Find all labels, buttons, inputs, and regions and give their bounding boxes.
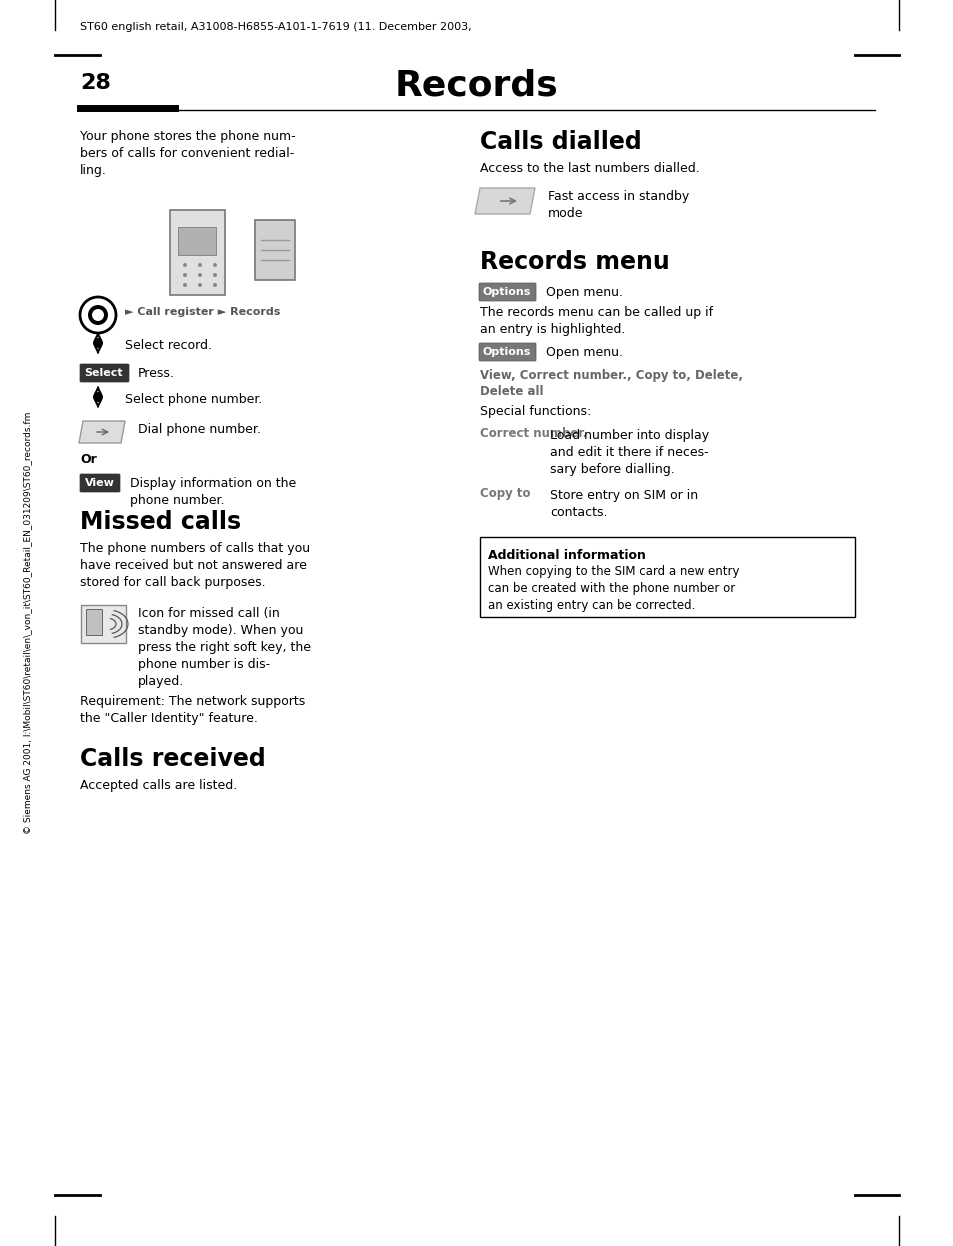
Bar <box>178 227 215 255</box>
Circle shape <box>91 309 104 321</box>
Text: Records menu: Records menu <box>479 250 669 274</box>
Text: Open menu.: Open menu. <box>545 346 622 359</box>
Bar <box>86 609 102 635</box>
Bar <box>254 221 294 280</box>
Text: Requirement: The network supports: Requirement: The network supports <box>80 695 305 708</box>
Circle shape <box>183 263 187 267</box>
Text: Dial phone number.: Dial phone number. <box>138 422 260 436</box>
FancyBboxPatch shape <box>478 283 536 302</box>
Bar <box>479 537 854 617</box>
Text: View: View <box>85 478 114 488</box>
Circle shape <box>92 392 103 402</box>
Circle shape <box>92 338 103 348</box>
Text: Additional information: Additional information <box>488 549 645 562</box>
Text: have received but not answered are: have received but not answered are <box>80 559 307 572</box>
Text: Accepted calls are listed.: Accepted calls are listed. <box>80 779 237 792</box>
Text: The phone numbers of calls that you: The phone numbers of calls that you <box>80 542 310 554</box>
FancyBboxPatch shape <box>80 364 129 383</box>
Text: Records: Records <box>395 69 558 102</box>
Circle shape <box>88 305 108 325</box>
Text: the "Caller Identity" feature.: the "Caller Identity" feature. <box>80 711 257 725</box>
Text: Load number into display: Load number into display <box>550 429 708 442</box>
Text: Options: Options <box>482 287 531 297</box>
Text: played.: played. <box>138 675 184 688</box>
Text: Special functions:: Special functions: <box>479 405 591 417</box>
Text: Copy to: Copy to <box>479 487 530 500</box>
Text: Fast access in standby: Fast access in standby <box>547 189 688 203</box>
Text: View, Correct number., Copy to, Delete,: View, Correct number., Copy to, Delete, <box>479 369 742 383</box>
Text: Delete all: Delete all <box>479 385 543 397</box>
Bar <box>81 606 126 643</box>
Text: an entry is highlighted.: an entry is highlighted. <box>479 323 625 336</box>
Bar <box>170 211 225 295</box>
Text: an existing entry can be corrected.: an existing entry can be corrected. <box>488 599 695 612</box>
Text: Select phone number.: Select phone number. <box>125 392 262 406</box>
Text: © Siemens AG 2001, I:\Mobil\ST60\retail\en\_von_it\ST60_Retail_EN_031209\ST60_re: © Siemens AG 2001, I:\Mobil\ST60\retail\… <box>24 412 32 834</box>
Text: and edit it there if neces-: and edit it there if neces- <box>550 446 708 459</box>
Text: Your phone stores the phone num-: Your phone stores the phone num- <box>80 130 295 143</box>
Text: Or: Or <box>80 454 96 466</box>
Text: phone number is dis-: phone number is dis- <box>138 658 270 672</box>
Text: When copying to the SIM card a new entry: When copying to the SIM card a new entry <box>488 564 739 578</box>
Text: Press.: Press. <box>138 368 174 380</box>
Circle shape <box>183 273 187 277</box>
Polygon shape <box>79 421 125 444</box>
Circle shape <box>198 283 202 287</box>
Text: standby mode). When you: standby mode). When you <box>138 624 303 637</box>
Text: Open menu.: Open menu. <box>545 287 622 299</box>
Text: mode: mode <box>547 207 583 221</box>
Text: stored for call back purposes.: stored for call back purposes. <box>80 576 265 589</box>
Text: press the right soft key, the: press the right soft key, the <box>138 640 311 654</box>
Text: 28: 28 <box>80 74 111 93</box>
Text: Correct number.: Correct number. <box>479 427 587 440</box>
Text: contacts.: contacts. <box>550 506 607 520</box>
Circle shape <box>213 263 216 267</box>
FancyBboxPatch shape <box>478 343 536 361</box>
Circle shape <box>213 283 216 287</box>
Text: Select: Select <box>85 368 123 378</box>
Circle shape <box>198 273 202 277</box>
Text: Access to the last numbers dialled.: Access to the last numbers dialled. <box>479 162 699 174</box>
Text: Display information on the: Display information on the <box>130 477 296 490</box>
Circle shape <box>183 283 187 287</box>
Circle shape <box>213 273 216 277</box>
Text: Select record.: Select record. <box>125 339 212 353</box>
Text: ► Call register ► Records: ► Call register ► Records <box>125 307 280 316</box>
Text: Icon for missed call (in: Icon for missed call (in <box>138 607 279 621</box>
Text: phone number.: phone number. <box>130 493 224 507</box>
Text: ling.: ling. <box>80 164 107 177</box>
Text: The records menu can be called up if: The records menu can be called up if <box>479 307 713 319</box>
Text: Store entry on SIM or in: Store entry on SIM or in <box>550 488 698 502</box>
Text: can be created with the phone number or: can be created with the phone number or <box>488 582 735 596</box>
Text: sary before dialling.: sary before dialling. <box>550 464 674 476</box>
Text: Missed calls: Missed calls <box>80 510 241 535</box>
Text: Calls dialled: Calls dialled <box>479 130 641 155</box>
Text: Calls received: Calls received <box>80 748 266 771</box>
Polygon shape <box>475 188 535 214</box>
Text: ST60 english retail, A31008-H6855-A101-1-7619 (11. December 2003,: ST60 english retail, A31008-H6855-A101-1… <box>80 22 471 32</box>
Text: bers of calls for convenient redial-: bers of calls for convenient redial- <box>80 147 294 159</box>
Circle shape <box>198 263 202 267</box>
FancyBboxPatch shape <box>80 473 120 492</box>
Text: Options: Options <box>482 346 531 358</box>
